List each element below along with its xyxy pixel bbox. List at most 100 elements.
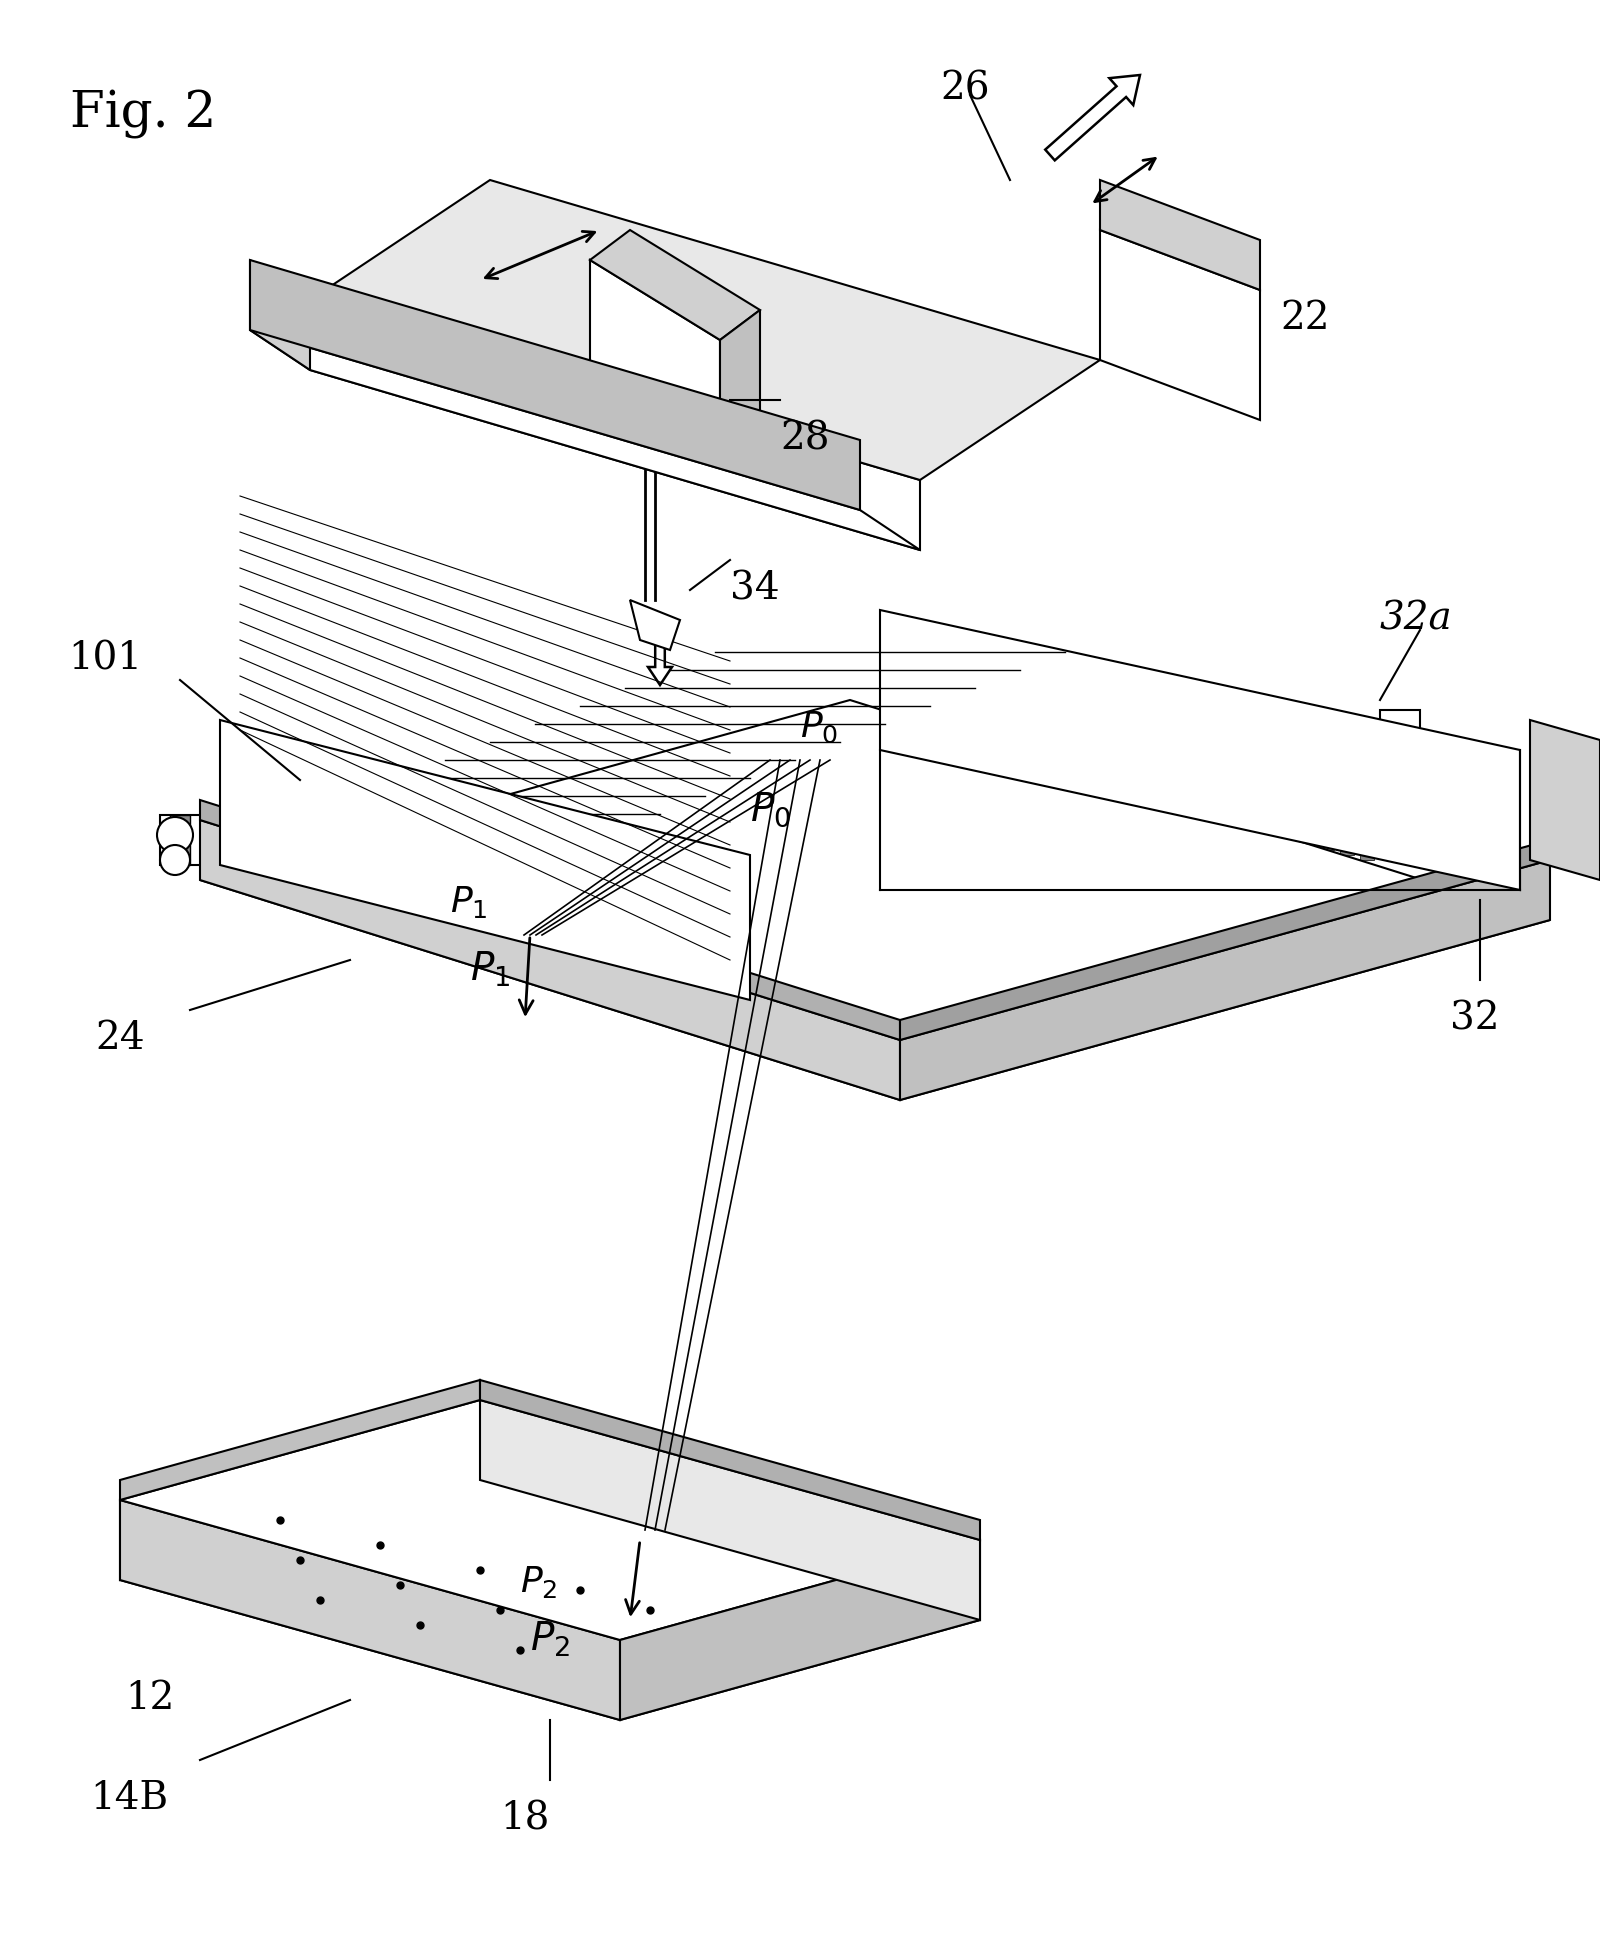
Bar (1088, 819, 1102, 829)
Bar (1027, 803, 1042, 813)
Bar (1267, 813, 1282, 823)
Bar (960, 869, 974, 879)
Bar (1304, 724, 1318, 733)
Bar (1331, 788, 1346, 797)
Bar (1005, 838, 1018, 850)
Bar (1024, 844, 1038, 854)
Polygon shape (880, 611, 1520, 891)
Bar (1267, 743, 1282, 753)
Bar (1005, 768, 1018, 780)
Bar (1368, 768, 1382, 778)
Bar (1416, 766, 1430, 776)
Bar (1043, 850, 1058, 860)
Bar (976, 776, 990, 786)
Bar (1136, 817, 1150, 827)
Bar (1240, 821, 1254, 831)
Polygon shape (120, 1500, 621, 1719)
Polygon shape (480, 1381, 979, 1540)
Bar (944, 825, 958, 834)
Bar (936, 836, 950, 846)
Text: $P_2$: $P_2$ (530, 1620, 570, 1659)
Bar (1261, 825, 1274, 834)
Bar (1216, 786, 1230, 796)
Bar (1389, 772, 1402, 784)
Bar (1000, 809, 1014, 821)
Bar (1304, 794, 1318, 803)
Bar (1400, 790, 1414, 799)
Bar (1344, 803, 1358, 815)
Bar (1360, 850, 1374, 860)
Bar (1376, 827, 1390, 836)
Bar (1357, 821, 1370, 831)
Polygon shape (200, 799, 899, 1041)
Polygon shape (250, 261, 861, 510)
Bar (1091, 846, 1106, 858)
Bar (1016, 786, 1030, 796)
Bar (1264, 784, 1278, 794)
Bar (1085, 790, 1098, 799)
Bar (1032, 832, 1046, 842)
Bar (1368, 838, 1382, 848)
Bar (1312, 782, 1326, 792)
Bar (1320, 840, 1334, 850)
Polygon shape (120, 1400, 979, 1640)
Bar (1293, 776, 1306, 788)
Bar (1080, 901, 1094, 910)
Bar (1021, 815, 1034, 825)
Bar (1112, 852, 1126, 862)
Bar (1064, 784, 1078, 794)
Bar (1075, 871, 1090, 881)
Bar (1325, 729, 1338, 739)
Bar (1315, 741, 1330, 751)
Bar (1363, 809, 1378, 819)
Bar (1272, 772, 1286, 782)
Bar (1341, 774, 1354, 786)
Bar (1288, 749, 1302, 759)
Bar (1264, 714, 1278, 724)
Bar (1059, 710, 1085, 729)
Bar (989, 864, 1002, 873)
Polygon shape (630, 599, 680, 650)
Bar (1000, 879, 1014, 891)
Bar (1405, 749, 1418, 759)
Text: 14B: 14B (90, 1780, 168, 1817)
Bar (1117, 811, 1130, 821)
Text: 34: 34 (730, 570, 779, 607)
Polygon shape (899, 860, 1550, 1101)
Text: 12: 12 (125, 1680, 174, 1717)
Bar (1299, 764, 1314, 774)
Bar (1037, 792, 1050, 801)
Text: 101: 101 (67, 640, 142, 677)
Bar (1016, 856, 1030, 866)
Text: $P_0$: $P_0$ (750, 790, 790, 829)
Text: 32: 32 (1450, 1000, 1499, 1037)
Bar (979, 805, 994, 815)
Bar (1037, 862, 1050, 871)
Bar (1021, 885, 1034, 895)
Text: Fig. 2: Fig. 2 (70, 89, 216, 140)
Polygon shape (590, 230, 760, 340)
Text: 22: 22 (1280, 300, 1330, 336)
Text: $P_0$: $P_0$ (800, 710, 838, 745)
Bar (1357, 751, 1370, 760)
Bar (1309, 753, 1322, 762)
Bar (1424, 755, 1438, 764)
Bar (920, 690, 960, 720)
Bar (1256, 796, 1270, 805)
Circle shape (160, 844, 190, 875)
Bar (1336, 747, 1350, 757)
Bar (1288, 819, 1302, 829)
Bar (1280, 760, 1294, 770)
Bar (968, 788, 982, 797)
Bar (1280, 831, 1294, 840)
Bar (170, 815, 190, 866)
Circle shape (157, 817, 194, 854)
Polygon shape (1101, 181, 1261, 290)
Polygon shape (720, 309, 760, 461)
Polygon shape (1101, 230, 1261, 420)
Bar (1040, 891, 1054, 901)
Bar (1299, 834, 1314, 844)
Bar (1123, 799, 1138, 809)
Polygon shape (621, 1540, 979, 1719)
Polygon shape (221, 720, 750, 1000)
